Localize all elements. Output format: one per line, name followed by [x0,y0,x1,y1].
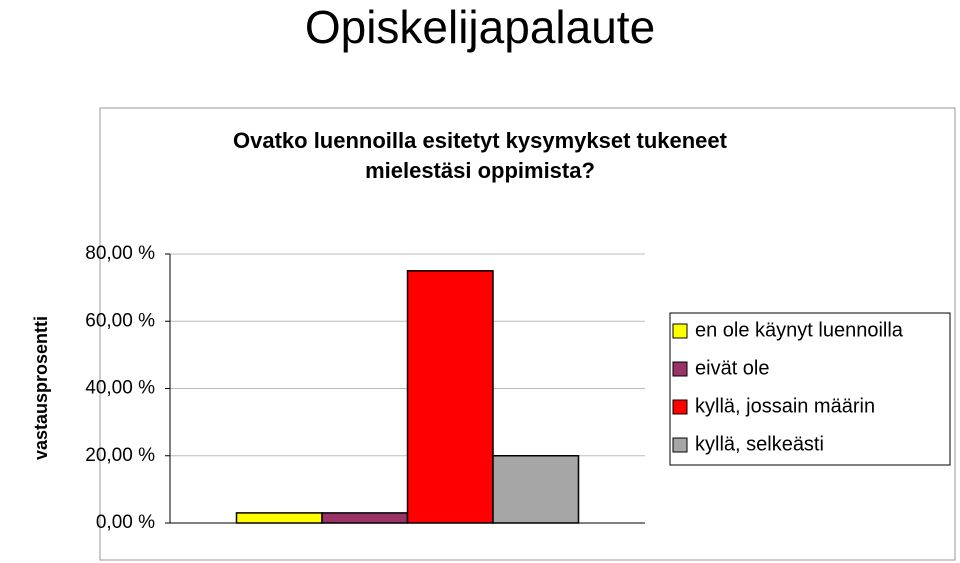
legend-swatch [672,361,688,377]
legend-frame [669,312,951,466]
y-tick-label: 80,00 % [85,243,155,264]
legend-label: kyllä, jossain määrin [695,395,875,417]
y-tick-label: 60,00 % [85,310,155,331]
legend-swatch [672,399,688,415]
legend-label: kyllä, selkeästi [695,433,824,455]
bar [321,512,409,524]
legend-swatch [672,437,688,453]
y-tick-label: 40,00 % [85,378,155,399]
bar [235,512,323,524]
page-title: Opiskelijapalaute [304,1,656,53]
bar [406,270,494,524]
legend-swatch [672,323,688,339]
y-tick-label: 20,00 % [85,445,155,466]
chart-title: Ovatko luennoilla esitetyt kysymykset tu… [233,128,727,183]
bar [492,455,580,524]
y-tick-label: 0,00 % [96,512,155,533]
legend-label: eivät ole [695,357,770,379]
legend-label: en ole käynyt luennoilla [695,319,904,341]
y-axis-label: vastausprosentti [31,316,51,460]
